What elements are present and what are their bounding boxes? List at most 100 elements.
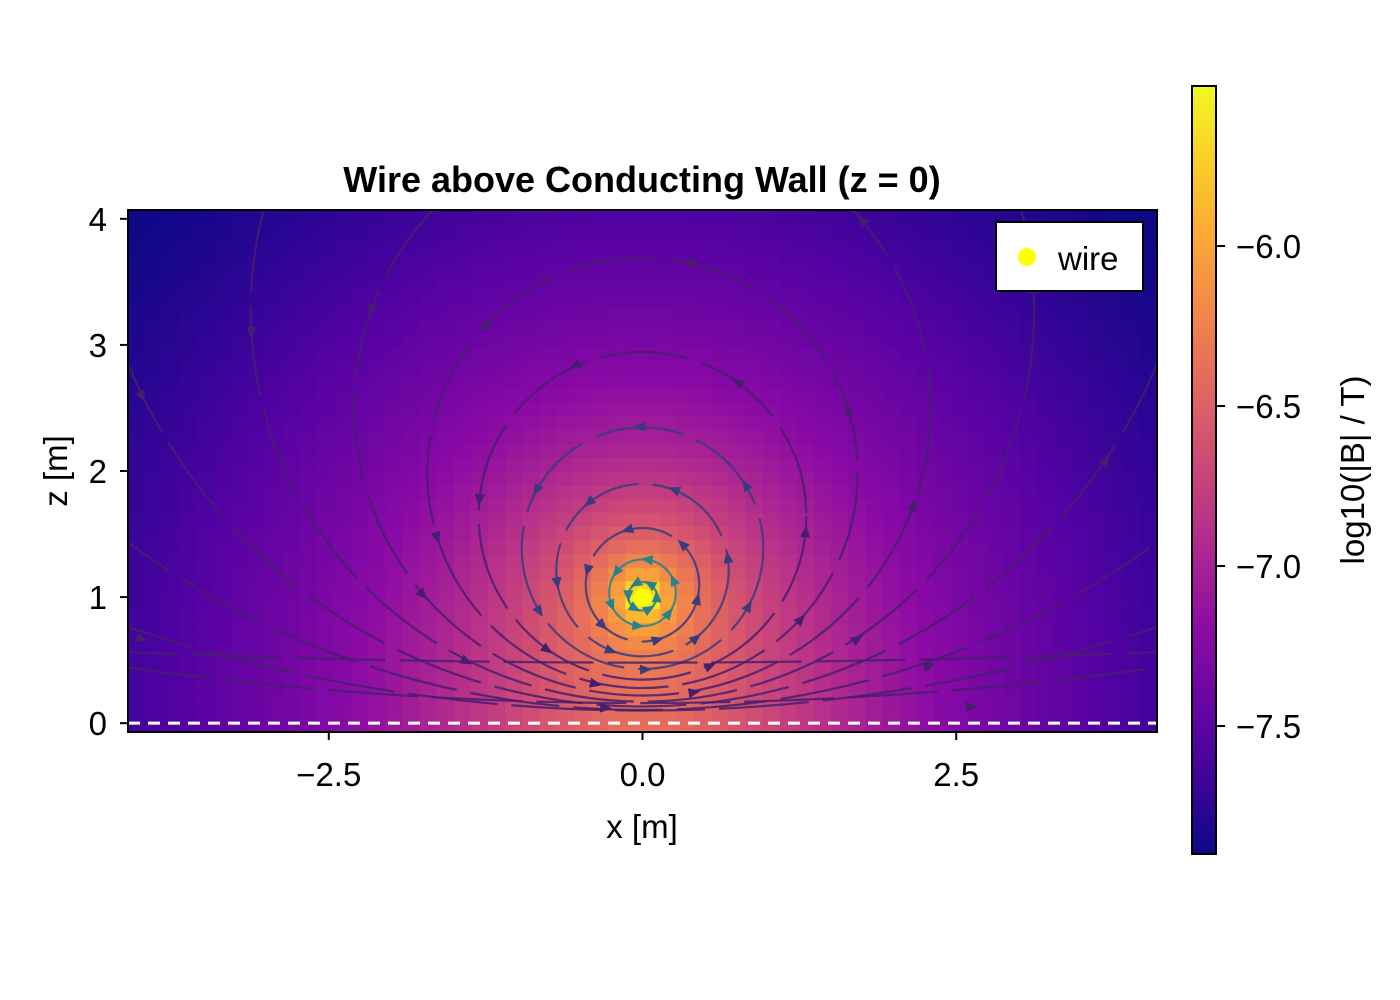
heatmap-cell bbox=[814, 429, 832, 445]
heatmap-cell bbox=[1122, 347, 1141, 362]
heatmap-cell bbox=[162, 567, 181, 582]
heatmap-cell bbox=[728, 402, 746, 417]
heatmap-cell bbox=[676, 319, 695, 335]
heatmap-cell bbox=[162, 539, 181, 555]
heatmap-cell bbox=[591, 594, 609, 609]
heatmap-cell bbox=[779, 718, 798, 732]
heatmap-cell bbox=[505, 539, 524, 555]
heatmap-cell bbox=[659, 388, 678, 403]
heatmap-cell bbox=[385, 484, 403, 500]
heatmap-cell bbox=[608, 264, 626, 280]
heatmap-cell bbox=[1088, 471, 1107, 486]
heatmap-cell bbox=[916, 402, 935, 417]
heatmap-cell bbox=[368, 402, 386, 417]
heatmap-cell bbox=[796, 306, 815, 321]
heatmap-cell bbox=[213, 498, 232, 513]
heatmap-cell bbox=[402, 374, 421, 390]
heatmap-cell bbox=[625, 264, 644, 280]
streamline-arrow bbox=[621, 523, 635, 534]
heatmap-cell bbox=[213, 512, 232, 527]
heatmap-cell bbox=[796, 361, 815, 376]
heatmap-cell bbox=[951, 210, 969, 225]
heatmap-cell bbox=[539, 306, 558, 321]
heatmap-cell bbox=[1036, 347, 1055, 362]
heatmap-cell bbox=[796, 457, 815, 472]
heatmap-cell bbox=[316, 278, 335, 294]
heatmap-cell bbox=[453, 622, 472, 637]
heatmap-cell bbox=[350, 498, 369, 513]
streamline-arrow bbox=[907, 498, 917, 512]
heatmap-cell bbox=[916, 608, 935, 623]
heatmap-cell bbox=[522, 539, 541, 555]
heatmap-cell bbox=[762, 347, 781, 362]
heatmap-cell bbox=[213, 580, 232, 596]
heatmap-cell bbox=[659, 457, 678, 472]
heatmap-cell bbox=[608, 333, 626, 348]
heatmap-cell bbox=[1002, 498, 1021, 513]
heatmap-cell bbox=[573, 635, 592, 651]
heatmap-cell bbox=[899, 264, 918, 280]
heatmap-cell bbox=[1019, 388, 1038, 403]
heatmap-cell bbox=[248, 402, 266, 417]
heatmap-cell bbox=[316, 374, 335, 390]
heatmap-cell bbox=[573, 237, 592, 252]
heatmap-cell bbox=[385, 319, 403, 335]
heatmap-cell bbox=[265, 402, 283, 417]
heatmap-cell bbox=[402, 484, 421, 500]
heatmap-cell bbox=[350, 539, 369, 555]
heatmap-cell bbox=[265, 264, 283, 280]
streamline-arrow bbox=[368, 303, 378, 317]
heatmap-cell bbox=[693, 251, 712, 266]
heatmap-cell bbox=[522, 457, 541, 472]
heatmap-cell bbox=[522, 347, 541, 362]
heatmap-cell bbox=[728, 525, 746, 541]
heatmap-cell bbox=[968, 718, 987, 732]
heatmap-cell bbox=[368, 361, 386, 376]
heatmap-cell bbox=[814, 704, 832, 719]
heatmap-cell bbox=[814, 416, 832, 431]
heatmap-cell bbox=[436, 361, 455, 376]
heatmap-cell bbox=[1036, 402, 1055, 417]
heatmap-cell bbox=[608, 374, 626, 390]
heatmap-cell bbox=[796, 567, 815, 582]
heatmap-cell bbox=[1139, 347, 1157, 362]
heatmap-cell bbox=[693, 292, 712, 307]
heatmap-cell bbox=[848, 223, 867, 239]
heatmap-cell bbox=[573, 306, 592, 321]
heatmap-cell bbox=[693, 374, 712, 390]
heatmap-cell bbox=[865, 677, 884, 692]
heatmap-cell bbox=[831, 471, 849, 486]
heatmap-cell bbox=[899, 223, 918, 239]
heatmap-cell bbox=[162, 223, 181, 239]
heatmap-cell bbox=[179, 677, 198, 692]
heatmap-cell bbox=[419, 553, 438, 568]
heatmap-cell bbox=[145, 319, 163, 335]
heatmap-cell bbox=[1071, 553, 1089, 568]
heatmap-cell bbox=[1139, 416, 1157, 431]
heatmap-cell bbox=[488, 484, 506, 500]
heatmap-cell bbox=[591, 553, 609, 568]
heatmap-cell bbox=[642, 663, 661, 678]
heatmap-cell bbox=[128, 319, 146, 335]
heatmap-cell bbox=[676, 567, 695, 582]
heatmap-cell bbox=[814, 457, 832, 472]
heatmap-cell bbox=[419, 416, 438, 431]
heatmap-cell bbox=[145, 622, 163, 637]
heatmap-cell bbox=[471, 416, 489, 431]
heatmap-cell bbox=[1122, 539, 1141, 555]
heatmap-cell bbox=[934, 210, 952, 225]
heatmap-cell bbox=[282, 677, 301, 692]
heatmap-cell bbox=[471, 347, 489, 362]
heatmap-cell bbox=[676, 484, 695, 500]
heatmap-cell bbox=[745, 443, 764, 458]
heatmap-cell bbox=[916, 251, 935, 266]
heatmap-cell bbox=[728, 635, 746, 651]
heatmap-cell bbox=[419, 690, 438, 706]
heatmap-cell bbox=[316, 264, 335, 280]
heatmap-cell bbox=[265, 525, 283, 541]
heatmap-cell bbox=[419, 429, 438, 445]
heatmap-cell bbox=[128, 457, 146, 472]
heatmap-cell bbox=[316, 622, 335, 637]
heatmap-cell bbox=[814, 594, 832, 609]
heatmap-cell bbox=[333, 457, 352, 472]
